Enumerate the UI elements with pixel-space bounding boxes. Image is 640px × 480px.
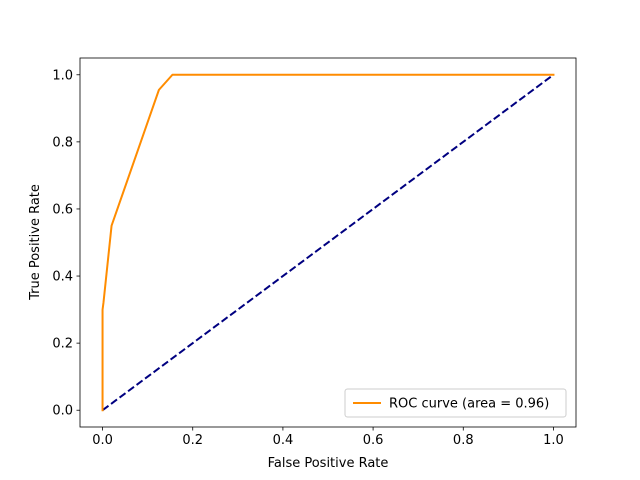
axes-frame: [79, 57, 577, 428]
y-tick-label: 0.0: [52, 404, 73, 419]
y-tick-label: 0.2: [52, 337, 73, 352]
x-tick-label: 0.4: [273, 433, 294, 448]
legend-box: [344, 388, 567, 418]
legend: ROC curve (area = 0.96): [344, 388, 567, 418]
y-axis-label: True Positive Rate: [28, 184, 43, 301]
plot-layer: [101, 73, 555, 412]
y-tick-label: 0.4: [52, 270, 73, 285]
x-tick-label: 0.0: [92, 433, 113, 448]
x-tick-label: 0.2: [182, 433, 203, 448]
y-tick-label: 0.8: [52, 135, 73, 150]
chance-diagonal-line: [101, 73, 555, 412]
axes-layer: 0.0 0.2 0.4 0.6 0.8 1.0 0.0 0.2 0.4 0.6 0.8 1.0: [52, 57, 577, 448]
x-axis-label: False Positive Rate: [268, 456, 389, 471]
x-tick-label: 1.0: [543, 433, 564, 448]
y-tick-label: 0.6: [52, 202, 73, 217]
x-tick-label: 0.8: [453, 433, 474, 448]
y-tick-label: 1.0: [52, 68, 73, 83]
legend-label-roc: ROC curve (area = 0.96): [389, 397, 549, 412]
x-tick-label: 0.6: [363, 433, 384, 448]
roc-curve-line: [101, 73, 555, 412]
